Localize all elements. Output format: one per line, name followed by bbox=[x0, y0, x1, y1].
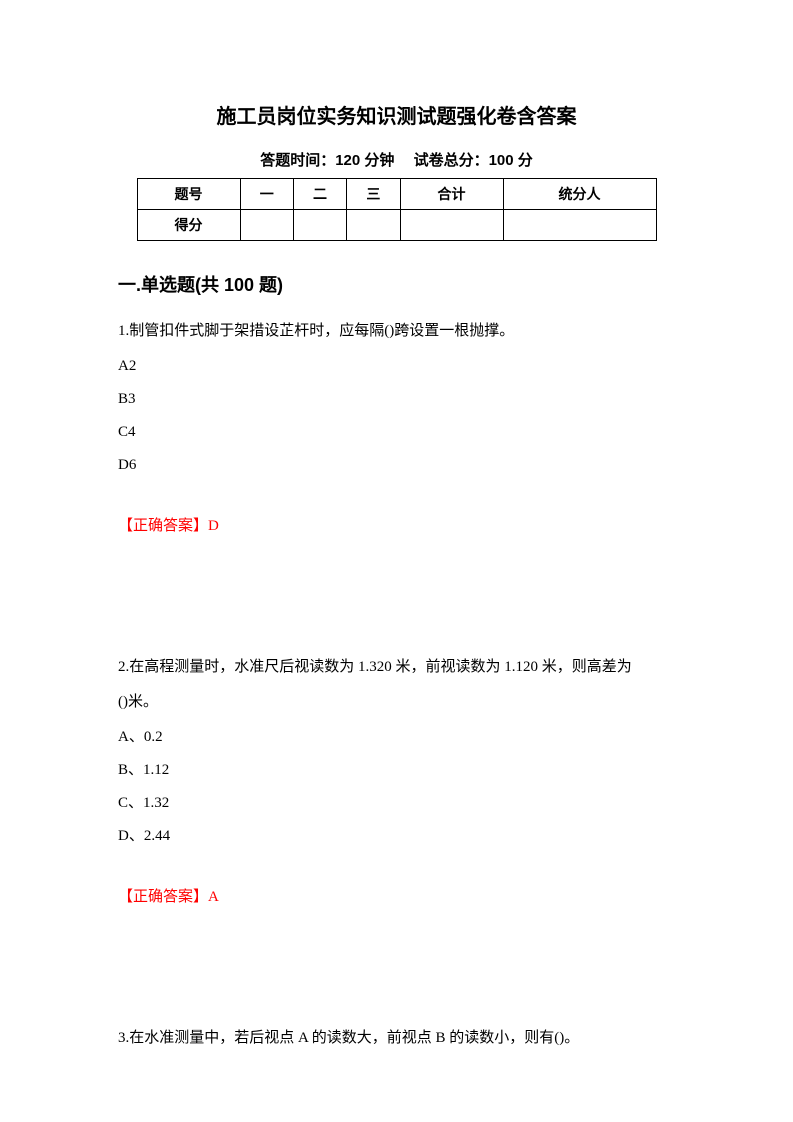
th-two: 二 bbox=[293, 179, 346, 210]
q2-opt-c: C、1.32 bbox=[118, 787, 675, 820]
subtitle-gap bbox=[394, 152, 413, 169]
time-label: 答题时间： bbox=[260, 152, 335, 169]
q1-answer: 【正确答案】D bbox=[118, 510, 675, 543]
q3-text: 3.在水准测量中，若后视点 A 的读数大，前视点 B 的读数小，则有()。 bbox=[118, 1022, 675, 1055]
q2-text-a: 2.在高程测量时，水准尺后视读数为 1.320 米，前视读数为 1.120 米，… bbox=[118, 651, 675, 684]
q2-text-b: ()米。 bbox=[118, 686, 675, 719]
td-score-one bbox=[240, 210, 293, 241]
q2-opt-d: D、2.44 bbox=[118, 820, 675, 853]
td-scorer bbox=[503, 210, 656, 241]
exam-subtitle: 答题时间：120 分钟 试卷总分：100 分 bbox=[118, 149, 675, 170]
question-2: 2.在高程测量时，水准尺后视读数为 1.320 米，前视读数为 1.120 米，… bbox=[118, 651, 675, 914]
th-total: 合计 bbox=[400, 179, 503, 210]
document-title: 施工员岗位实务知识测试题强化卷含答案 bbox=[118, 100, 675, 129]
th-three: 三 bbox=[347, 179, 400, 210]
td-score-total bbox=[400, 210, 503, 241]
question-1: 1.制管扣件式脚于架措设芷杆时，应每隔()跨设置一根抛撑。 A2 B3 C4 D… bbox=[118, 315, 675, 543]
th-scorer: 统分人 bbox=[503, 179, 656, 210]
q2-opt-a: A、0.2 bbox=[118, 721, 675, 754]
q2-opt-b: B、1.12 bbox=[118, 754, 675, 787]
q2-answer: 【正确答案】A bbox=[118, 881, 675, 914]
score-value: 100 分 bbox=[489, 152, 533, 169]
time-value: 120 分钟 bbox=[335, 152, 394, 169]
th-one: 一 bbox=[240, 179, 293, 210]
q1-opt-d: D6 bbox=[118, 449, 675, 482]
q1-text: 1.制管扣件式脚于架措设芷杆时，应每隔()跨设置一根抛撑。 bbox=[118, 315, 675, 348]
td-score-two bbox=[293, 210, 346, 241]
page-content: 施工员岗位实务知识测试题强化卷含答案 答题时间：120 分钟 试卷总分：100 … bbox=[118, 100, 675, 1057]
q1-opt-c: C4 bbox=[118, 416, 675, 449]
td-score-label: 得分 bbox=[137, 210, 240, 241]
td-score-three bbox=[347, 210, 400, 241]
score-label: 试卷总分： bbox=[414, 152, 489, 169]
section-heading: 一.单选题(共 100 题) bbox=[118, 271, 675, 297]
question-3: 3.在水准测量中，若后视点 A 的读数大，前视点 B 的读数小，则有()。 bbox=[118, 1022, 675, 1055]
q1-opt-b: B3 bbox=[118, 383, 675, 416]
q1-opt-a: A2 bbox=[118, 350, 675, 383]
th-number: 题号 bbox=[137, 179, 240, 210]
table-score-row: 得分 bbox=[137, 210, 656, 241]
score-table: 题号 一 二 三 合计 统分人 得分 bbox=[137, 178, 657, 241]
table-header-row: 题号 一 二 三 合计 统分人 bbox=[137, 179, 656, 210]
